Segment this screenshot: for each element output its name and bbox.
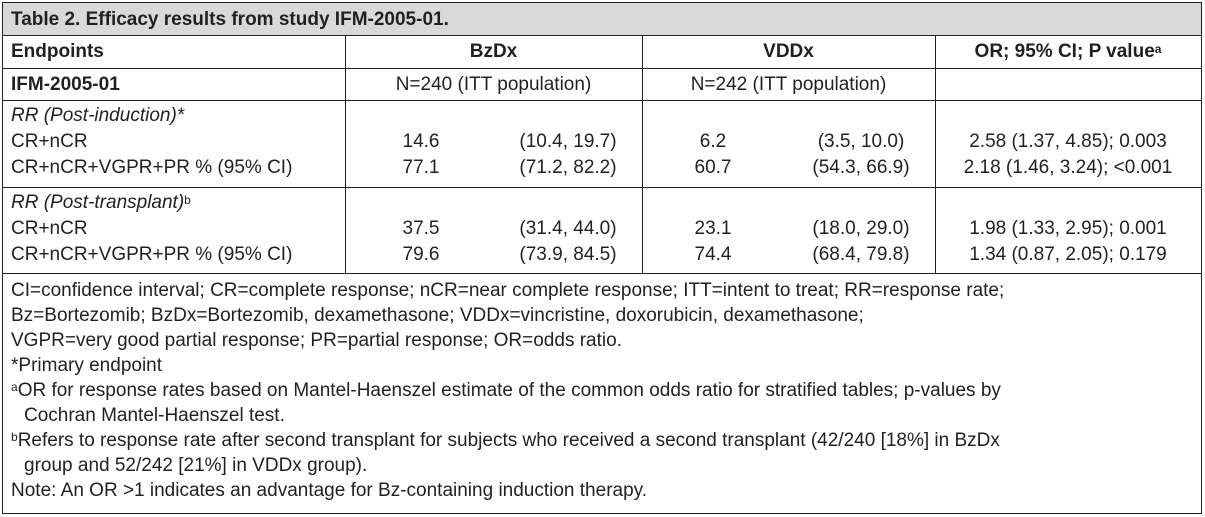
vddx-ci: (54.3, 66.9) (812, 157, 910, 178)
table-header-row: Endpoints BzDx VDDx OR; 95% CI; P valuea (3, 36, 1201, 69)
or-value: 1.34 (0.87, 2.05); 0.179 (969, 244, 1167, 265)
footnote-primary-endpoint: *Primary endpoint (11, 355, 163, 376)
vddx-value: 74.4 (694, 244, 732, 265)
header-or-label: OR; 95% CI; P value (974, 41, 1155, 62)
study-bzdx-n: N=240 (ITT population) (395, 74, 592, 95)
bzdx-value: 37.5 (402, 218, 440, 239)
bzdx-ci: (71.2, 82.2) (519, 157, 617, 178)
or-value: 2.18 (1.46, 3.24); <0.001 (963, 157, 1173, 178)
row-label: CR+nCR (11, 218, 88, 239)
section-title: RR (Post-transplant)b (11, 192, 191, 213)
vddx-ci: (18.0, 29.0) (812, 218, 910, 239)
footnote-abbrev-3: VGPR=very good partial response; PR=part… (11, 330, 622, 351)
study-row: IFM-2005-01 N=240 (ITT population) N=242… (3, 69, 1201, 101)
table-caption: Table 2. Efficacy results from study IFM… (3, 3, 1201, 36)
study-vddx-n: N=242 (ITT population) (690, 74, 887, 95)
bzdx-ci: (10.4, 19.7) (519, 131, 617, 152)
footnote-abbrev-1: CI=confidence interval; CR=complete resp… (11, 280, 1005, 301)
header-or: OR; 95% CI; P valuea (935, 36, 1201, 68)
header-or-sup: a (1154, 42, 1162, 56)
footnote-note: Note: An OR >1 indicates an advantage fo… (11, 480, 648, 501)
section-post-transplant: RR (Post-transplant)b CR+nCR 37.5 (31.4,… (3, 188, 1201, 274)
bzdx-ci: (31.4, 44.0) (519, 218, 617, 239)
row-label: CR+nCR+VGPR+PR % (95% CI) (11, 157, 293, 178)
section-title: RR (Post-induction)* (11, 105, 185, 126)
or-value: 1.98 (1.33, 2.95); 0.001 (969, 218, 1167, 239)
vddx-value: 60.7 (694, 157, 732, 178)
vddx-ci: (68.4, 79.8) (812, 244, 910, 265)
vddx-value: 23.1 (694, 218, 732, 239)
footnote-a-cont: Cochran Mantel-Haenszel test. (24, 405, 285, 426)
bzdx-ci: (73.9, 84.5) (519, 244, 617, 265)
header-vddx: VDDx (763, 41, 814, 62)
table-footnotes: CI=confidence interval; CR=complete resp… (3, 274, 1201, 503)
study-label: IFM-2005-01 (11, 74, 120, 95)
or-value: 2.58 (1.37, 4.85); 0.003 (969, 131, 1167, 152)
row-label: CR+nCR (11, 131, 88, 152)
section-post-induction: RR (Post-induction)* CR+nCR 14.6 (10.4, … (3, 101, 1201, 188)
footnote-a: aOR for response rates based on Mantel-H… (11, 380, 1001, 401)
header-bzdx: BzDx (469, 41, 518, 62)
footnote-b: bRefers to response rate after second tr… (11, 430, 1000, 451)
bzdx-value: 77.1 (402, 157, 440, 178)
row-label: CR+nCR+VGPR+PR % (95% CI) (11, 244, 293, 265)
footnote-abbrev-2: Bz=Bortezomib; BzDx=Bortezomib, dexameth… (11, 305, 864, 326)
vddx-value: 6.2 (699, 131, 727, 152)
header-endpoints: Endpoints (11, 41, 104, 62)
vddx-ci: (3.5, 10.0) (817, 131, 905, 152)
footnote-b-cont: group and 52/242 [21%] in VDDx group). (24, 455, 368, 476)
bzdx-value: 79.6 (402, 244, 440, 265)
bzdx-value: 14.6 (402, 131, 440, 152)
